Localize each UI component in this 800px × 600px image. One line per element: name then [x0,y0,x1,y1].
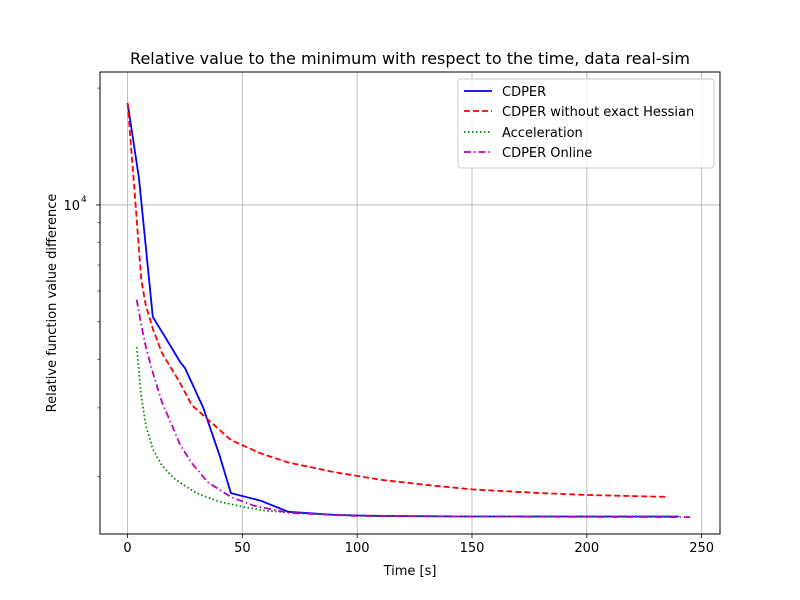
plot-area-frame [99,71,721,535]
axes: 0 50 100 150 200 250 10 4 [63,87,714,556]
x-tick-label: 50 [234,541,251,556]
series-line-cdper-without-exact-hessian [126,102,668,498]
legend: CDPER CDPER without exact Hessian Accele… [457,78,715,169]
x-tick-label: 0 [123,541,131,556]
y-tick-label: 10 [63,199,80,214]
y-tick-label-exponent: 4 [81,195,87,205]
legend-label-cdper-online: CDPER Online [502,146,592,161]
chart-title: Relative value to the minimum with respe… [130,49,690,68]
x-tick-label: 100 [345,541,370,556]
y-axis-label: Relative function value difference [45,194,60,413]
x-tick-label: 200 [574,541,599,556]
x-tick-label: 250 [689,541,714,556]
x-axis-label: Time [s] [383,564,437,579]
legend-frame [457,78,715,169]
legend-label-cdper: CDPER [502,85,546,100]
series-layer [126,102,691,518]
legend-label-cdper-without-exact-hessian: CDPER without exact Hessian [502,105,694,120]
legend-label-acceleration: Acceleration [502,126,583,141]
x-tick-label: 150 [460,541,485,556]
series-line-cdper-online [135,299,691,518]
